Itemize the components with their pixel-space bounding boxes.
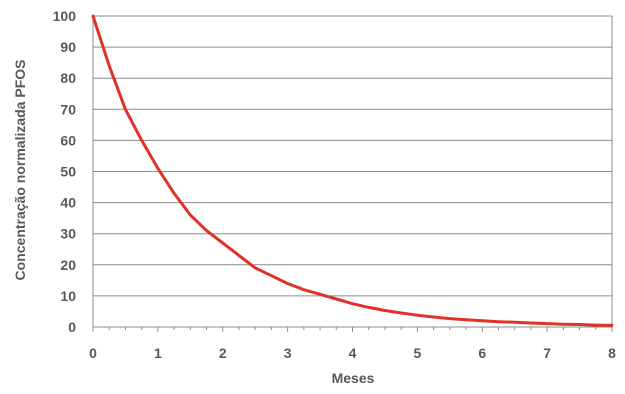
x-axis-label: Meses <box>332 370 375 386</box>
y-tick-label: 10 <box>60 288 76 304</box>
y-tick-label: 0 <box>68 319 76 335</box>
decay-curve-line <box>91 14 614 327</box>
x-tick-label: 3 <box>284 345 292 361</box>
series-lines <box>91 14 614 327</box>
y-tick-label: 100 <box>53 8 77 24</box>
axes <box>92 16 613 332</box>
y-tick-label: 20 <box>60 257 76 273</box>
tick-labels: 0 10 20 30 40 50 60 70 80 90 100 0 1 2 3 4 5 6 7 8 <box>53 8 616 361</box>
y-tick-label: 30 <box>60 226 76 242</box>
x-tick-label: 5 <box>413 345 421 361</box>
y-tick-label: 80 <box>60 70 76 86</box>
x-tick-label: 0 <box>89 345 97 361</box>
y-tick-label: 90 <box>60 39 76 55</box>
y-tick-label: 60 <box>60 132 76 148</box>
y-tick-label: 50 <box>60 164 76 180</box>
x-tick-label: 6 <box>478 345 486 361</box>
x-tick-label: 1 <box>154 345 162 361</box>
x-tick-label: 4 <box>349 345 357 361</box>
x-tick-label: 8 <box>608 345 616 361</box>
x-tick-label: 7 <box>543 345 551 361</box>
y-tick-label: 40 <box>60 195 76 211</box>
gridlines <box>93 15 612 297</box>
y-axis-label: Concentração normalizada PFOS <box>12 60 28 281</box>
x-tick-label: 2 <box>219 345 227 361</box>
y-tick-label: 70 <box>60 101 76 117</box>
